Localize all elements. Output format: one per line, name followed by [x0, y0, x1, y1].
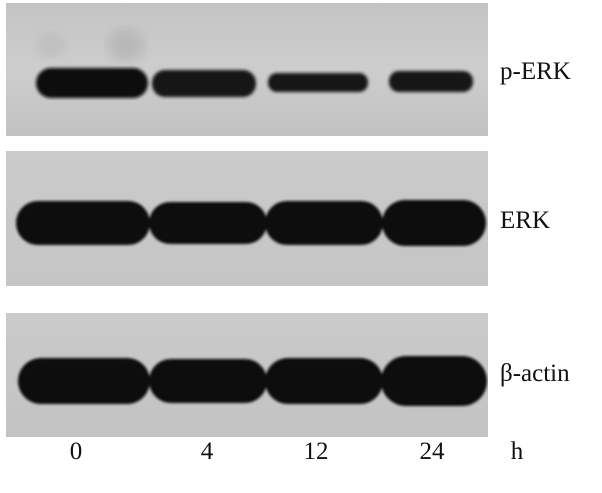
- panel-label-beta-actin: β-actin: [500, 360, 570, 387]
- band: [152, 70, 256, 97]
- blot-panel-erk: [6, 151, 488, 286]
- panel-label-erk: ERK: [500, 207, 550, 234]
- band: [389, 71, 473, 92]
- p-erk-membrane: [6, 3, 488, 136]
- band: [381, 356, 487, 406]
- blot-panel-beta-actin: [6, 313, 488, 437]
- panel-label-p-erk: p-ERK: [500, 58, 571, 85]
- band: [36, 68, 148, 98]
- erk-membrane: [6, 151, 488, 286]
- time-label-0: 0: [69, 438, 83, 465]
- time-label-12: 12: [303, 438, 329, 465]
- time-label-24: 24: [419, 438, 445, 465]
- band: [268, 73, 368, 92]
- blot-panel-p-erk: [6, 3, 488, 136]
- band: [149, 359, 267, 403]
- band: [265, 201, 383, 245]
- band: [382, 200, 486, 246]
- band: [149, 202, 267, 244]
- band: [265, 358, 383, 404]
- beta-actin-membrane: [6, 313, 488, 437]
- band: [16, 201, 150, 245]
- time-unit-label: h: [510, 438, 524, 465]
- time-label-4: 4: [200, 438, 214, 465]
- band: [18, 358, 150, 404]
